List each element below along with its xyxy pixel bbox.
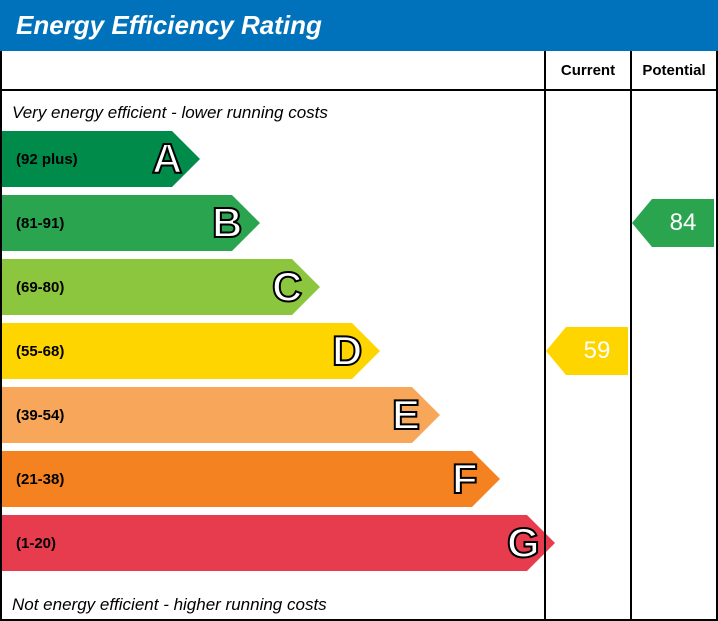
chart-grid: Current Potential Very energy efficient … [0, 51, 718, 621]
band-bar: (92 plus) [2, 131, 172, 187]
body-area: Very energy efficient - lower running co… [2, 91, 716, 619]
band-letter: D [332, 327, 362, 375]
band-range: (69-80) [2, 279, 64, 296]
band-a: (92 plus) A [2, 131, 544, 187]
efficient-label: Very energy efficient - lower running co… [2, 101, 544, 131]
band-bar: (1-20) [2, 515, 527, 571]
band-range: (55-68) [2, 343, 64, 360]
epc-chart: Energy Efficiency Rating Current Potenti… [0, 0, 718, 619]
current-column: 59 [544, 91, 630, 619]
inefficient-label: Not energy efficient - higher running co… [2, 589, 337, 615]
chart-title: Energy Efficiency Rating [0, 0, 718, 51]
band-d: (55-68) D [2, 323, 544, 379]
header-potential: Potential [630, 51, 716, 89]
band-letter: A [152, 135, 182, 183]
band-range: (92 plus) [2, 151, 78, 168]
bands-host: (92 plus) A (81-91) B (69-80) C (55-68) D (39-54… [2, 131, 544, 571]
band-bar: (81-91) [2, 195, 232, 251]
header-current: Current [544, 51, 630, 89]
band-letter: C [272, 263, 302, 311]
band-bar: (55-68) [2, 323, 352, 379]
band-f: (21-38) F [2, 451, 544, 507]
band-range: (81-91) [2, 215, 64, 232]
marker-value: 84 [652, 199, 714, 247]
marker-current: 59 [566, 327, 628, 375]
marker-potential: 84 [652, 199, 714, 247]
band-bar: (39-54) [2, 387, 412, 443]
band-bar: (69-80) [2, 259, 292, 315]
marker-value: 59 [566, 327, 628, 375]
band-letter: E [392, 391, 420, 439]
header-spacer [2, 51, 544, 89]
band-e: (39-54) E [2, 387, 544, 443]
potential-column: 84 [630, 91, 716, 619]
band-b: (81-91) B [2, 195, 544, 251]
band-letter: B [212, 199, 242, 247]
band-range: (1-20) [2, 535, 56, 552]
bars-column: Very energy efficient - lower running co… [2, 91, 544, 619]
band-letter: F [452, 455, 478, 503]
header-row: Current Potential [2, 51, 716, 91]
band-range: (21-38) [2, 471, 64, 488]
band-range: (39-54) [2, 407, 64, 424]
band-letter: G [507, 519, 540, 567]
band-g: (1-20) G [2, 515, 544, 571]
band-c: (69-80) C [2, 259, 544, 315]
band-bar: (21-38) [2, 451, 472, 507]
